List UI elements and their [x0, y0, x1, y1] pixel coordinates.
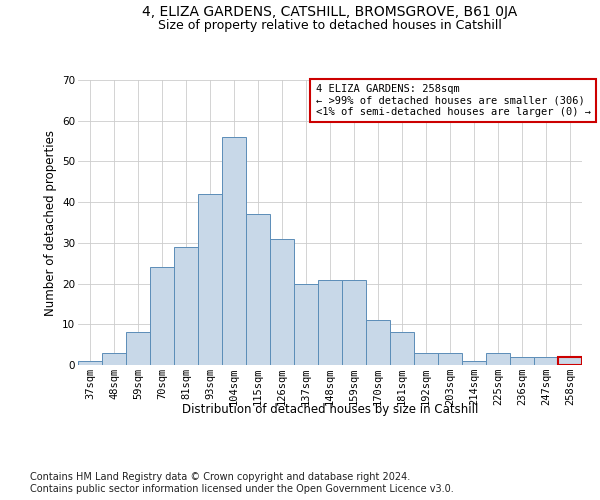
Bar [150, 268, 174, 365]
Text: 4 ELIZA GARDENS: 258sqm
← >99% of detached houses are smaller (306)
<1% of semi-: 4 ELIZA GARDENS: 258sqm ← >99% of detach… [316, 84, 590, 117]
Text: 4, ELIZA GARDENS, CATSHILL, BROMSGROVE, B61 0JA: 4, ELIZA GARDENS, CATSHILL, BROMSGROVE, … [142, 5, 518, 19]
Bar [270, 239, 294, 365]
Bar [126, 332, 150, 365]
Bar [390, 332, 414, 365]
Bar [558, 357, 582, 365]
Text: Contains HM Land Registry data © Crown copyright and database right 2024.: Contains HM Land Registry data © Crown c… [30, 472, 410, 482]
Y-axis label: Number of detached properties: Number of detached properties [44, 130, 56, 316]
Bar [438, 353, 462, 365]
Bar [366, 320, 390, 365]
Bar [318, 280, 342, 365]
Bar [510, 357, 534, 365]
Bar [198, 194, 222, 365]
Bar [342, 280, 366, 365]
Text: Distribution of detached houses by size in Catshill: Distribution of detached houses by size … [182, 402, 478, 415]
Bar [534, 357, 558, 365]
Bar [246, 214, 270, 365]
Bar [78, 361, 102, 365]
Bar [102, 353, 126, 365]
Bar [174, 247, 198, 365]
Bar [294, 284, 318, 365]
Text: Size of property relative to detached houses in Catshill: Size of property relative to detached ho… [158, 18, 502, 32]
Text: Contains public sector information licensed under the Open Government Licence v3: Contains public sector information licen… [30, 484, 454, 494]
Bar [486, 353, 510, 365]
Bar [462, 361, 486, 365]
Bar [414, 353, 438, 365]
Bar [222, 137, 246, 365]
